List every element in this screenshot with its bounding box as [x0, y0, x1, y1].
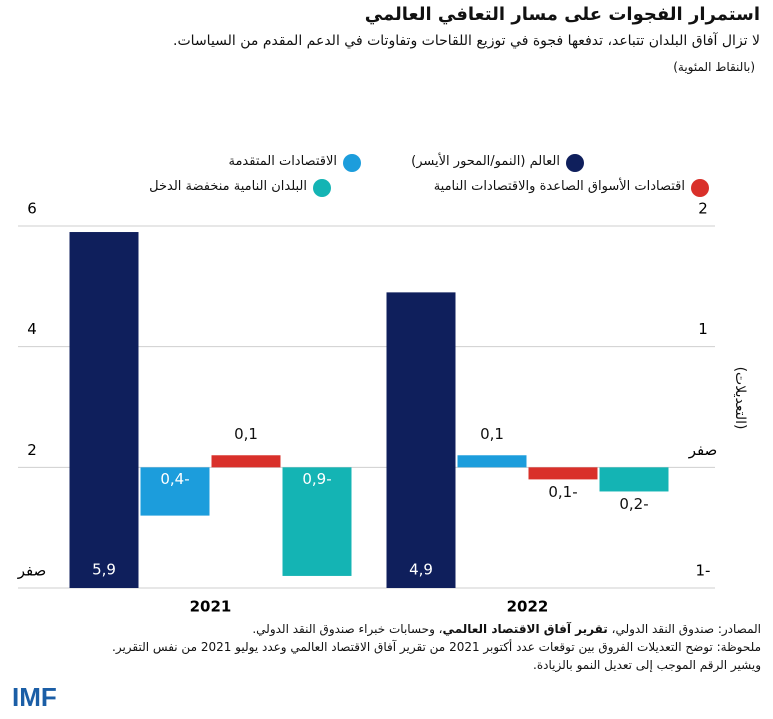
logo: IMF — [12, 682, 57, 712]
y-tick-label: 6 — [27, 200, 37, 218]
source-text: تقرير آفاق الاقتصاد العالمي — [442, 622, 608, 636]
bar — [457, 455, 527, 468]
y2-tick-label: صفر — [688, 441, 718, 459]
data-label: 0,4- — [160, 470, 189, 488]
data-label: 0,2- — [619, 495, 648, 513]
x-tick-label: 2022 — [507, 598, 549, 616]
legend-label: العالم (النمو/المحور الأيسر) — [411, 154, 560, 169]
y-tick-label: 4 — [27, 320, 37, 338]
x-tick-label: 2021 — [190, 598, 232, 616]
data-label: 0,1 — [480, 425, 504, 443]
data-label: 0,1- — [548, 483, 577, 501]
data-label: 0,9- — [302, 470, 331, 488]
bar — [211, 455, 281, 468]
legend-label: الاقتصادات المتقدمة — [228, 154, 337, 169]
bar — [599, 467, 669, 492]
source-text: ، وحسابات خبراء صندوق النقد الدولي. — [252, 622, 443, 636]
source-note: المصادر: صندوق النقد الدولي، تقرير آفاق … — [252, 622, 761, 636]
y2-tick-label: 1 — [698, 320, 708, 338]
chart-title: استمرار الفجوات على مسار التعافي العالمي — [364, 4, 760, 25]
data-label: 4,9 — [409, 561, 433, 579]
y2-axis-title: (التعديلات) — [732, 366, 748, 430]
data-label: 5,9 — [92, 561, 116, 579]
bar — [386, 292, 456, 588]
bar — [528, 467, 598, 480]
y-tick-label: 2 — [27, 441, 37, 459]
y2-tick-label: 2 — [698, 200, 708, 218]
legend-marker — [691, 179, 709, 197]
legend-marker — [313, 179, 331, 197]
unit-note: (بالنقاط المئوية) — [673, 60, 755, 74]
data-label: 0,1 — [234, 425, 258, 443]
chart-subtitle: لا تزال آفاق البلدان تتباعد، تدفعها فجوة… — [173, 33, 760, 49]
note-text: ويشير الرقم الموجب إلى تعديل النمو بالزي… — [533, 658, 761, 672]
y2-tick-label: 1- — [696, 562, 711, 580]
note-text: ملحوظة: توضح التعديلات الفروق بين توقعات… — [112, 640, 761, 654]
source-text: المصادر: صندوق النقد الدولي، — [607, 622, 761, 636]
legend-label: البلدان النامية منخفضة الدخل — [149, 179, 307, 194]
legend-label: اقتصادات الأسواق الصاعدة والاقتصادات الن… — [433, 179, 685, 194]
y-tick-label: صفر — [17, 562, 47, 580]
legend-marker — [343, 154, 361, 172]
bar — [140, 467, 210, 516]
bar — [282, 467, 352, 576]
legend-marker — [566, 154, 584, 172]
bar — [69, 232, 139, 589]
